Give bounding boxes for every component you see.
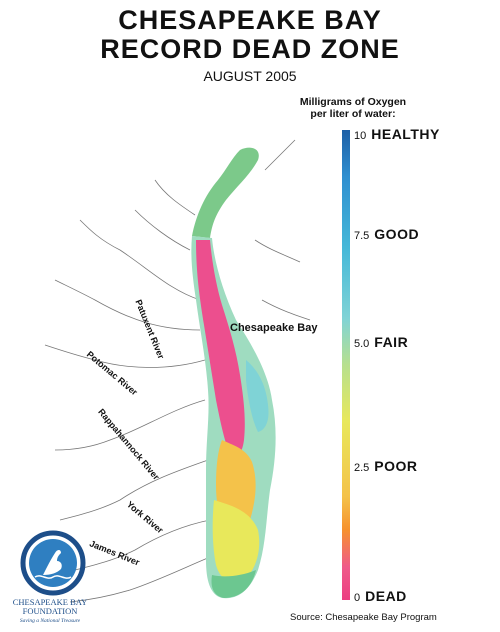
title-line-1: CHESAPEAKE BAY (118, 5, 382, 35)
legend-title: Milligrams of Oxygen per liter of water: (268, 96, 438, 120)
bay-label: Chesapeake Bay (230, 322, 318, 334)
legend-tick-good: 7.5 GOOD (354, 226, 419, 242)
source-credit: Source: Chesapeake Bay Program (290, 612, 437, 623)
logo-ring (20, 530, 86, 596)
legend-tick-fair: 5.0 FAIR (354, 334, 408, 350)
dead-zone-core (196, 240, 245, 457)
legend-tick-level: HEALTHY (371, 126, 440, 142)
logo-name-line-1: CHESAPEAKE BAY (12, 597, 88, 607)
legend-tick-value: 0 (354, 592, 361, 604)
legend-tick-poor: 2.5 POOR (354, 458, 418, 474)
legend-tick-level: GOOD (374, 226, 420, 242)
oxygen-color-ramp (342, 130, 350, 600)
legend-title-line-1: Milligrams of Oxygen (299, 96, 407, 108)
logo-waves (34, 575, 72, 579)
fair-zone (212, 500, 260, 583)
title-line-2: RECORD DEAD ZONE (100, 34, 400, 64)
legend-tick-level: FAIR (374, 334, 409, 350)
bay-upper-healthy (192, 147, 259, 238)
logo-name-line-2: FOUNDATION (22, 606, 78, 616)
legend-tick-level: POOR (374, 458, 418, 474)
legend-tick-value: 5.0 (354, 338, 370, 350)
legend-tick-value: 2.5 (354, 462, 370, 474)
legend-tick-level: DEAD (365, 588, 407, 604)
bay-water-surface (191, 147, 276, 599)
good-zone-east (246, 360, 269, 432)
legend-tick-dead: 0 DEAD (354, 588, 407, 604)
map-title: CHESAPEAKE BAY RECORD DEAD ZONE (0, 6, 500, 64)
map-subtitle: AUGUST 2005 (203, 68, 297, 84)
heron-icon (43, 550, 62, 575)
legend-tick-value: 7.5 (354, 230, 370, 242)
logo-mark (20, 530, 86, 596)
legend-tick-healthy: 10 HEALTHY (354, 126, 440, 142)
legend-tick-value: 10 (354, 130, 367, 142)
legend-title-line-2: per liter of water: (310, 108, 396, 120)
tributary-outlines (44, 139, 311, 603)
logo-tagline: Saving a National Treasure (19, 618, 81, 624)
logo-name: CHESAPEAKE BAY FOUNDATION (10, 598, 90, 616)
healthy-zone-mouth (211, 570, 256, 598)
